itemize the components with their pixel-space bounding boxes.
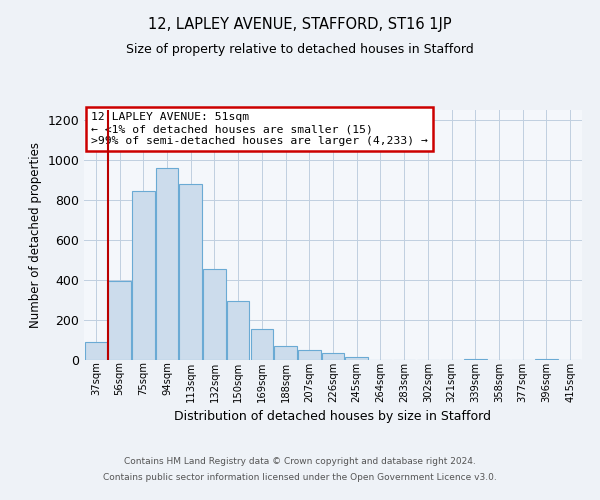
Text: Contains HM Land Registry data © Crown copyright and database right 2024.: Contains HM Land Registry data © Crown c… [124,458,476,466]
Bar [464,359,487,360]
Text: Size of property relative to detached houses in Stafford: Size of property relative to detached ho… [126,42,474,56]
Bar [322,353,344,360]
Bar [227,301,250,360]
Bar [298,350,320,360]
Bar [85,342,107,360]
Bar [274,346,297,360]
Text: 12, LAPLEY AVENUE, STAFFORD, ST16 1JP: 12, LAPLEY AVENUE, STAFFORD, ST16 1JP [148,18,452,32]
Bar [109,281,131,360]
Bar [156,168,178,360]
Y-axis label: Number of detached properties: Number of detached properties [29,142,42,328]
Bar [179,184,202,360]
Bar [346,357,368,360]
Bar [251,329,273,360]
Text: 12 LAPLEY AVENUE: 51sqm
← <1% of detached houses are smaller (15)
>99% of semi-d: 12 LAPLEY AVENUE: 51sqm ← <1% of detache… [91,112,428,146]
Bar [203,269,226,360]
Bar [535,359,557,360]
Bar [132,191,155,360]
X-axis label: Distribution of detached houses by size in Stafford: Distribution of detached houses by size … [175,410,491,423]
Text: Contains public sector information licensed under the Open Government Licence v3: Contains public sector information licen… [103,472,497,482]
